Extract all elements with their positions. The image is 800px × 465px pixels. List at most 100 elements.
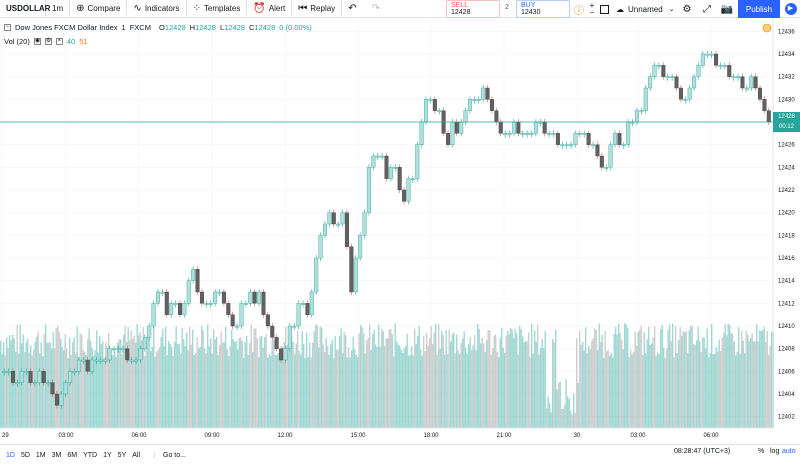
volume-bar [70,354,72,428]
range-all[interactable]: All [132,451,141,459]
range-1d[interactable]: 1D [6,451,15,459]
info-icon[interactable]: ⓘ [574,5,584,17]
range-3m[interactable]: 3M [51,451,62,459]
remove-icon[interactable]: × [55,38,63,45]
volume-bar [310,357,312,428]
goto-button[interactable]: Go to... [154,451,186,459]
candle-body [494,110,499,123]
expand-icon[interactable]: ⤢ [703,3,711,15]
volume-bar [583,350,585,428]
volume-bar [189,326,191,428]
volume-bar [288,341,290,428]
volume-bar [400,349,402,428]
compare-button[interactable]: ⊕ Compare [70,0,128,18]
volume-bar [549,403,551,428]
candle-body [402,189,407,202]
volume-bar [174,342,176,428]
time-axis[interactable]: 29 03:00 06:00 09:00 12:00 15:00 18:00 21:00 30 0… [2,433,719,439]
candle-body [731,76,736,79]
price-chart[interactable]: 12436 12434 12432 12430 12428 12426 12424 12422… [0,0,800,444]
candle-body [279,348,284,361]
volume-bar [82,349,84,428]
auto-toggle[interactable]: auto [782,448,796,455]
volume-bar [478,329,480,428]
volume-bar [343,331,345,428]
gear-icon[interactable]: ⚙ [682,3,692,15]
fullscreen-square-icon[interactable] [598,1,610,17]
volume-bar [640,325,642,428]
collapse-icon[interactable]: − [4,24,11,31]
volume-bar [757,341,759,428]
log-toggle[interactable]: log [770,448,780,455]
candle-body [485,87,490,100]
price-axis[interactable]: 1243612434124321243012428124261242412422… [778,29,795,420]
legend-source[interactable]: FXCM [129,23,151,32]
camera-icon[interactable]: 📷 [720,3,734,15]
volume-bar [523,342,525,428]
volume-bar [346,357,348,428]
volume-bar [706,328,708,428]
candle-body [696,65,701,77]
percent-toggle[interactable]: % [758,448,765,455]
replay-button[interactable]: ⏮ Replay [292,0,343,18]
candle-body [199,291,204,304]
candle-body [498,121,503,134]
interval-selector[interactable]: 1m [46,0,71,18]
settings-icon[interactable]: ⚙ [44,38,52,45]
volume-bar [372,334,374,428]
templates-button[interactable]: ⁘ Templates [187,0,248,18]
range-6m[interactable]: 6M [67,451,78,459]
volume-bar [538,354,540,428]
candle-body [24,371,29,373]
volume-bar [234,341,236,428]
volume-bar [769,345,771,428]
volume-bar [712,354,714,428]
candle-body [221,291,226,304]
volume-bar [358,333,360,428]
visibility-icon[interactable]: ◉ [33,38,41,45]
layout-selector[interactable]: ☁ Unnamed ⌄ [616,1,676,17]
volume-bar [289,330,291,428]
volume-bar [504,353,506,428]
candle-body [371,155,376,168]
volume-bar [531,323,533,428]
price-tick-label: 12416 [778,256,795,262]
range-5y[interactable]: 5Y [117,451,127,459]
quantity-stepper[interactable]: + − [588,1,596,17]
volume-bar [117,342,119,428]
volume-bar [52,331,54,428]
volume-bar [747,334,749,428]
volume-bar [208,346,210,428]
volume-bar [766,330,768,428]
volume-bar [286,345,288,428]
indicators-button[interactable]: ∿ Indicators [127,0,187,18]
range-ytd[interactable]: YTD [83,451,98,459]
volume-bar [55,327,57,428]
volume-bar [495,334,497,428]
play-button[interactable]: ▶ [781,0,800,18]
redo-button[interactable]: ↷ [366,0,389,18]
candle-body [652,65,657,77]
undo-button[interactable]: ↶ [342,0,365,18]
buy-button[interactable]: BUY 12430 [516,0,570,18]
volume-bar [493,335,495,428]
volume-bar [373,330,375,428]
publish-button[interactable]: Publish [738,0,780,18]
sell-price: 12428 [451,9,471,16]
volume-bar [139,331,141,428]
volume-bar [423,335,425,428]
range-5d[interactable]: 5D [20,451,30,459]
symbol-search[interactable]: USDOLLAR [0,0,50,18]
alert-button[interactable]: ⏰ Alert [247,0,293,18]
volume-bar [42,356,44,428]
price-tick-label: 12406 [778,369,795,375]
volume-bar [210,338,212,428]
range-1y[interactable]: 1Y [103,451,112,459]
volume-bar [429,337,431,428]
clock[interactable]: 08:28:47 (UTC+3) [674,448,731,455]
volume-bar [378,324,380,428]
candle-body [10,371,15,383]
volume-bar [259,336,261,428]
range-1m[interactable]: 1M [35,451,46,459]
sell-button[interactable]: SELL 12428 [446,0,500,18]
